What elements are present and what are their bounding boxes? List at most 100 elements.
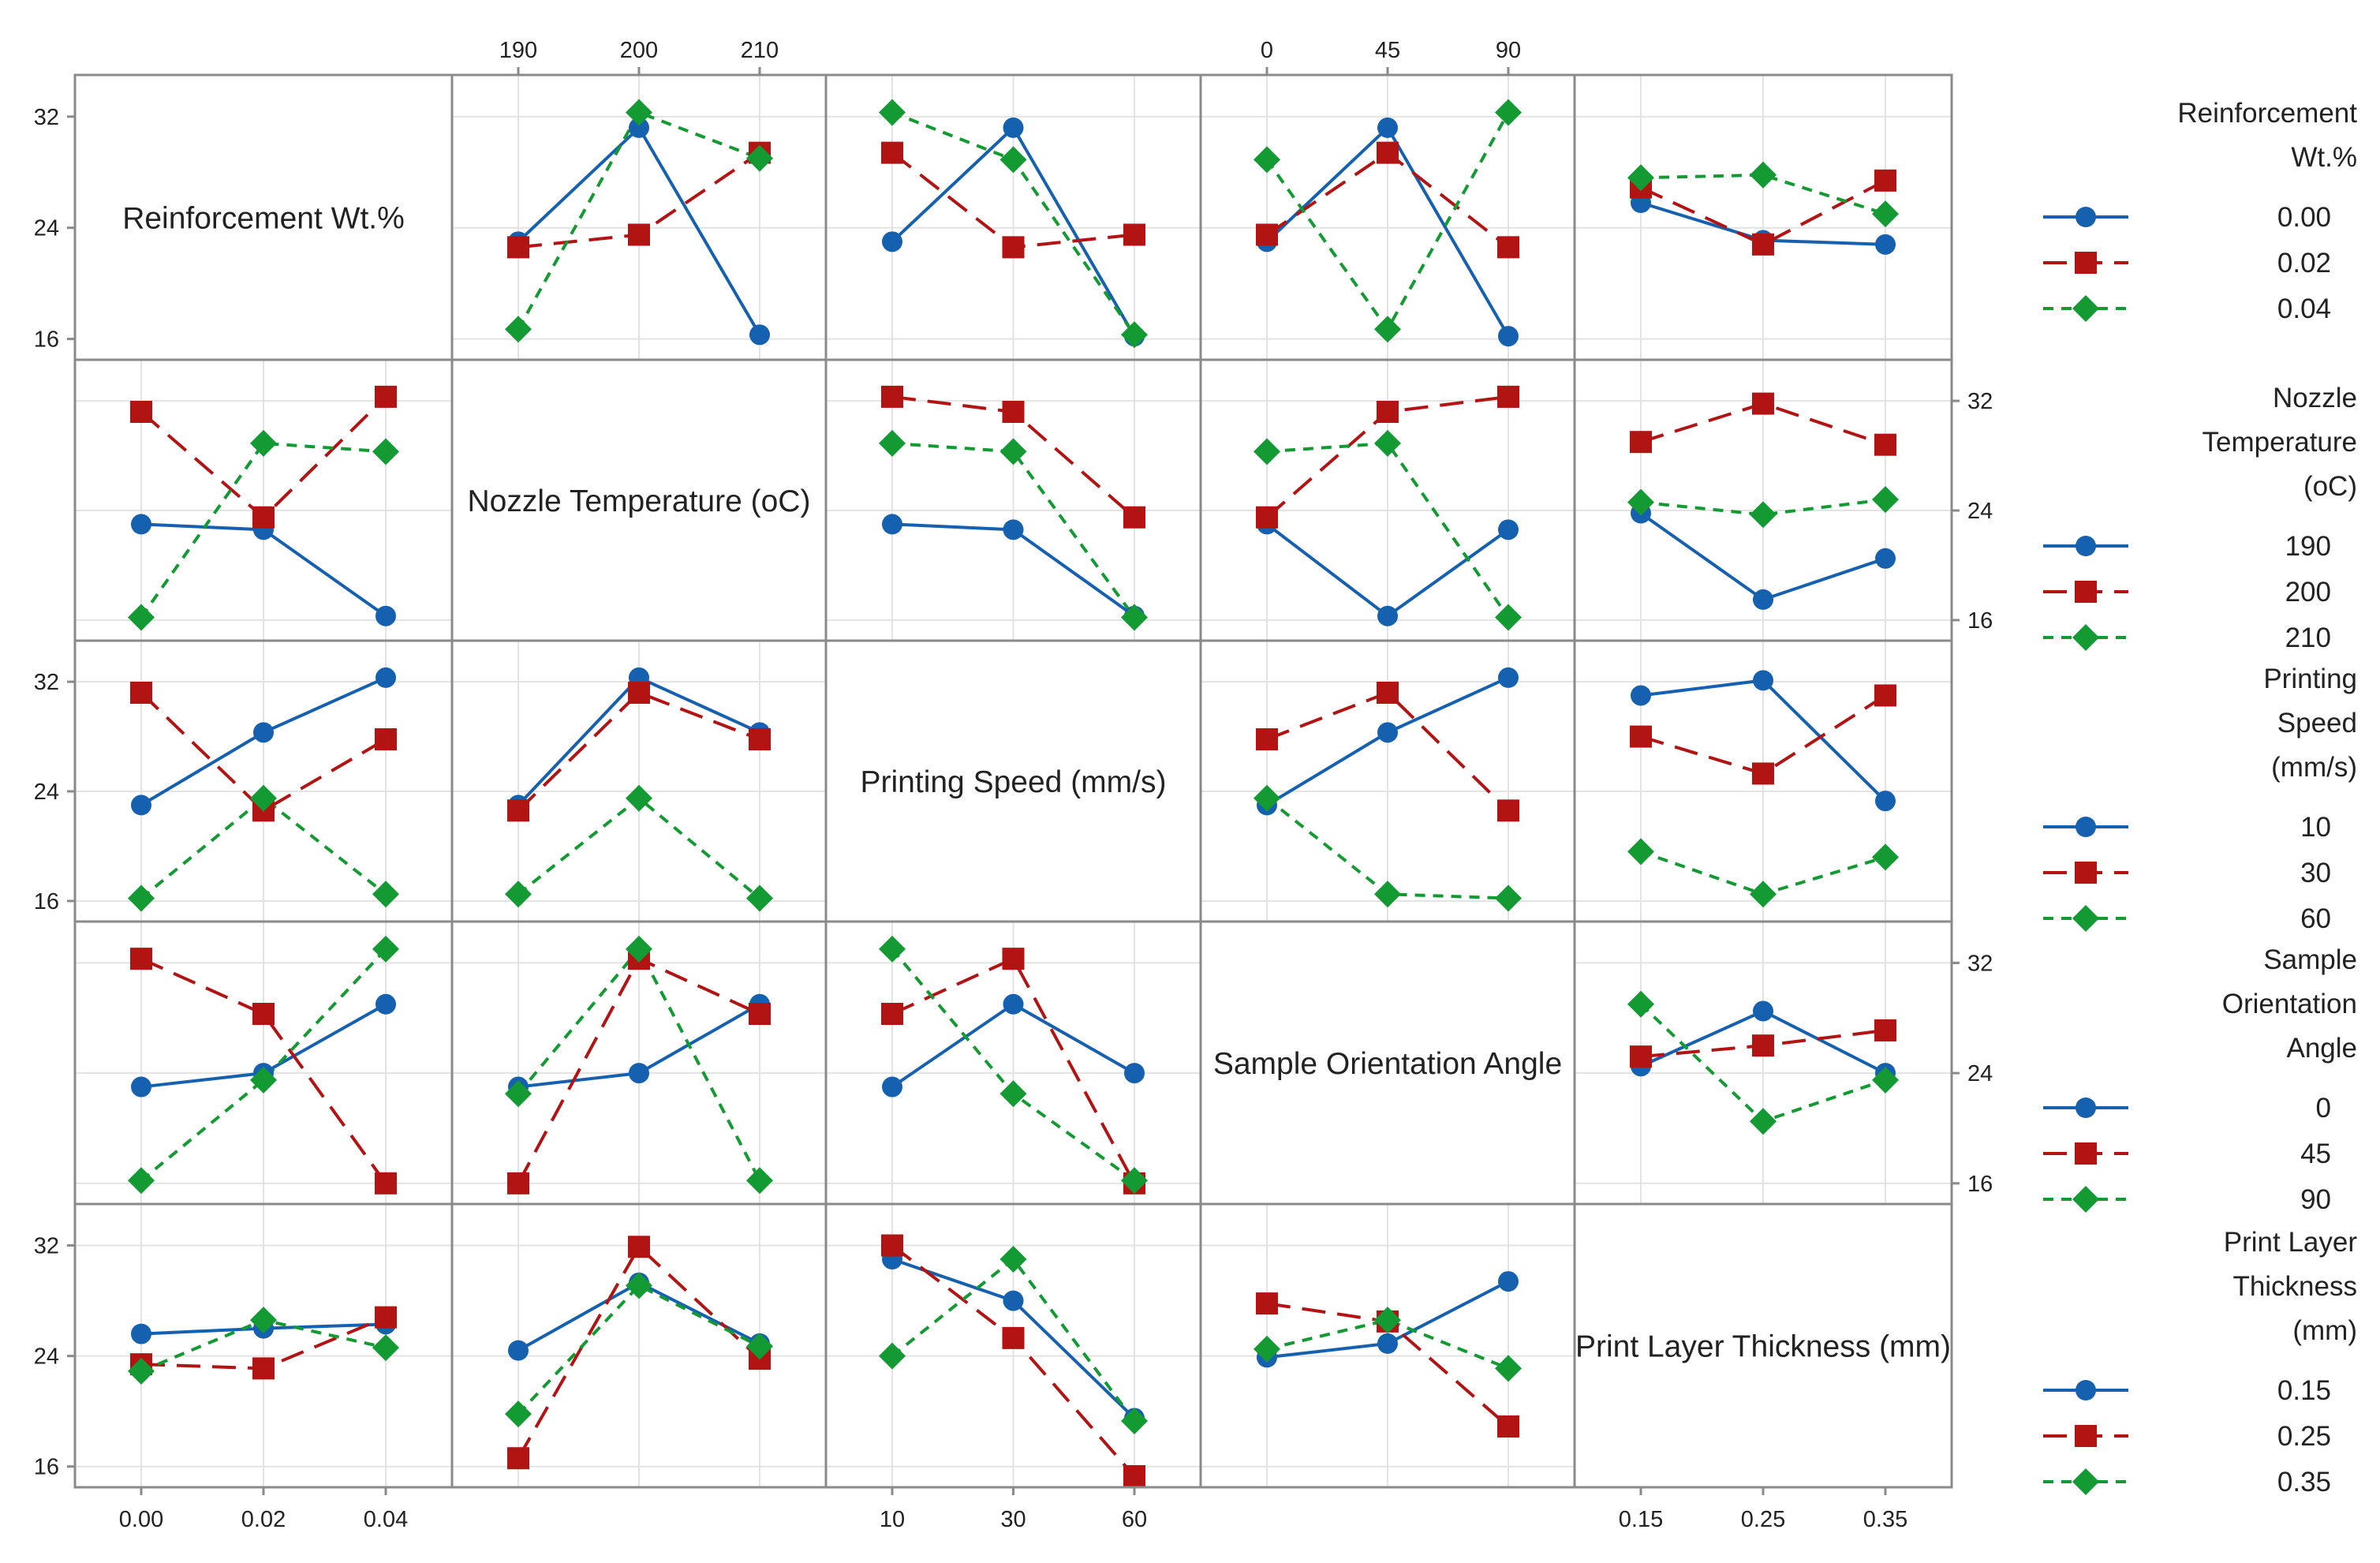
data-point-square [252,1003,275,1026]
legend-level-label: 10 [2300,812,2331,843]
data-point-square [1256,223,1278,246]
legend-level-label: 0.25 [2277,1421,2331,1452]
series-line [140,441,387,619]
legend-title-line: Nozzle [2273,383,2357,413]
y-tick-label: 32 [1967,951,1993,976]
data-point-diamond [1495,1355,1522,1382]
data-point-circle [131,795,151,816]
x-tick-label: 10 [880,1507,905,1532]
data-point-diamond [1254,438,1280,466]
legend-level-label: 60 [2300,903,2331,934]
data-point-diamond [1374,316,1401,343]
series-line [517,1245,761,1460]
legend-4: Sample Orientation Angle 0 45 90 [2043,944,2357,1215]
legend-level-label: 0.02 [2277,248,2331,279]
data-point-diamond [879,1342,906,1370]
data-point-square [1256,728,1278,751]
diagonal-factor-label: Sample Orientation Angle [1213,1047,1562,1081]
data-point-square [252,1357,275,1380]
data-point-circle [1377,1333,1398,1354]
data-point-diamond [1750,161,1777,189]
data-point-diamond [1750,501,1777,529]
x-tick-label: 60 [1122,1507,1147,1532]
series-line [1640,498,1886,517]
legend-title-line: Temperature [2203,427,2357,458]
data-point-square [375,728,397,751]
data-point-circle [1753,1000,1773,1022]
data-point-circle [2075,1380,2096,1400]
data-point-diamond [1872,1066,1899,1094]
data-point-square [1497,1415,1519,1438]
data-point-diamond [372,935,399,963]
legend-5: Print Layer Thickness (mm) 0.15 0.25 0.35 [2043,1227,2357,1498]
x-tick-label: 45 [1375,38,1400,63]
data-point-circle [253,722,274,743]
data-point-circle [882,514,902,535]
data-point-diamond [372,438,399,466]
data-point-circle [131,514,151,535]
data-point-diamond [626,1272,652,1299]
data-point-diamond [1121,321,1148,349]
data-point-diamond [626,935,652,963]
data-point-circle [1124,1063,1145,1084]
data-point-square [375,1306,397,1329]
data-point-circle [1498,1271,1519,1292]
legend-title-line: Angle [2286,1033,2357,1064]
data-point-square [1377,400,1399,423]
legend-title-line: (mm/s) [2271,752,2357,783]
data-point-diamond [372,881,399,908]
data-point-circle [1377,605,1398,626]
legend-title-line: Speed [2277,708,2357,738]
data-point-square [1752,233,1774,256]
y-tick-label: 32 [1967,389,1993,414]
data-point-diamond [1374,429,1401,457]
legend-title-line: Print Layer [2224,1227,2358,1258]
data-point-diamond [505,1080,532,1108]
data-point-diamond [1254,146,1280,174]
data-point-square [507,1447,529,1470]
data-point-diamond [1872,200,1899,228]
data-point-circle [1498,519,1519,540]
data-point-square [507,799,529,822]
data-point-square [881,385,903,408]
x-tick-label: 190 [499,38,537,63]
series-line [891,441,1136,619]
legend-level-label: 45 [2300,1139,2331,1169]
series-line [140,691,387,813]
data-point-diamond [746,884,773,912]
data-point-square [1497,799,1519,822]
data-point-circle [1631,685,1651,706]
data-point-circle [1753,670,1773,691]
legend-level-label: 0.00 [2277,202,2331,233]
data-point-circle [131,1076,151,1097]
data-point-circle [375,605,396,626]
data-point-diamond [1627,488,1654,516]
data-point-circle [131,1323,151,1344]
series-line [517,110,760,331]
data-point-square [2075,1425,2097,1447]
legend-2: Nozzle Temperature (oC) 190 200 210 [2043,383,2357,653]
y-tick-label: 24 [1967,499,1993,524]
x-tick-label: 200 [620,38,658,63]
data-point-square [2075,1142,2097,1165]
data-point-square [1874,433,1896,456]
data-point-diamond [2072,905,2099,932]
data-point-circle [375,993,396,1015]
data-point-diamond [505,316,532,343]
data-point-square [1752,1034,1774,1057]
data-point-circle [1498,667,1519,688]
data-point-square [1377,141,1399,164]
data-point-diamond [1872,486,1899,514]
series-line [140,948,387,1182]
data-point-diamond [1872,843,1899,871]
legend-title-line: Sample [2263,944,2357,975]
y-tick-label: 32 [34,670,59,695]
legend-level-label: 190 [2285,531,2331,562]
data-point-diamond [746,1333,773,1360]
data-point-diamond [250,1307,277,1334]
data-point-circle [508,1340,529,1361]
data-point-square [881,1003,903,1026]
data-point-square [1874,684,1896,707]
